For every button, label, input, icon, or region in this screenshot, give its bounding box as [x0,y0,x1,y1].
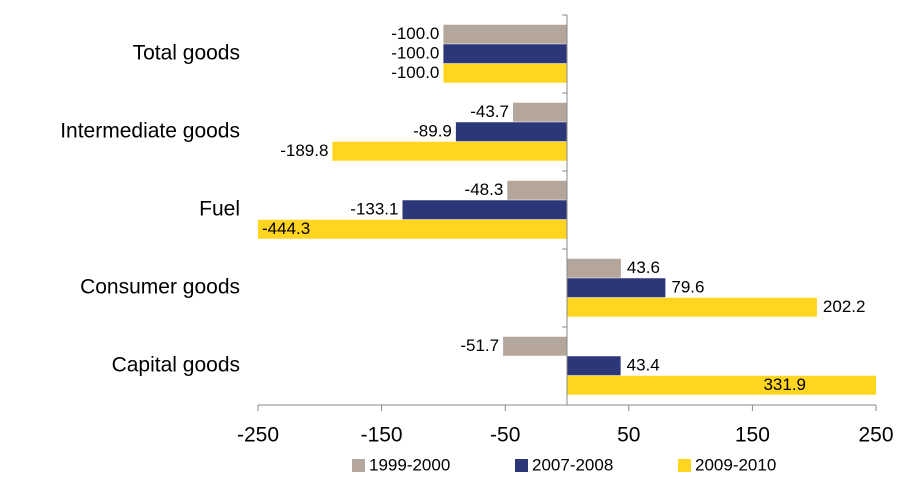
x-tick-label: 50 [617,424,640,447]
value-label: 79.6 [671,277,704,296]
value-label: -133.1 [350,199,398,218]
bar [503,336,567,356]
legend-swatch [352,459,365,472]
bar [332,141,567,161]
bar [567,258,621,278]
value-label: 202.2 [823,297,866,316]
x-tick-label: -250 [237,424,279,447]
value-label: 331.9 [763,375,806,394]
value-label: -43.7 [470,102,509,121]
value-label: -51.7 [460,336,499,355]
bar [567,278,666,298]
bar [567,375,876,395]
category-label: Total goods [133,42,240,65]
category-label: Fuel [199,198,240,221]
bar [567,297,817,317]
x-tick-label: 150 [735,424,770,447]
bar [443,63,567,83]
value-label: -100.0 [391,63,439,82]
x-tick-label: 250 [858,424,893,447]
bar [512,102,567,122]
value-label: -89.9 [413,121,452,140]
bar [567,356,621,376]
category-label: Consumer goods [80,276,240,299]
value-label: 43.6 [627,258,660,277]
bar [443,44,567,64]
bar [258,219,567,239]
legend-label: 2007-2008 [532,455,613,474]
value-label: -48.3 [465,180,504,199]
x-tick-label: -150 [361,424,403,447]
category-label: Intermediate goods [60,120,240,143]
legend-label: 2009-2010 [695,455,776,474]
plot-area [258,24,876,395]
legend-swatch [515,459,528,472]
legend-label: 1999-2000 [369,455,450,474]
value-label: -100.0 [391,43,439,62]
value-label: -100.0 [391,24,439,43]
bar [402,200,567,220]
value-label: -189.8 [280,141,328,160]
value-label: 43.4 [627,355,660,374]
legend-swatch [678,459,691,472]
bar [443,24,567,44]
x-tick-label: -50 [490,424,520,447]
category-label: Capital goods [112,354,240,377]
bar [455,122,567,142]
value-label: -444.3 [262,219,310,238]
bar [507,180,567,200]
